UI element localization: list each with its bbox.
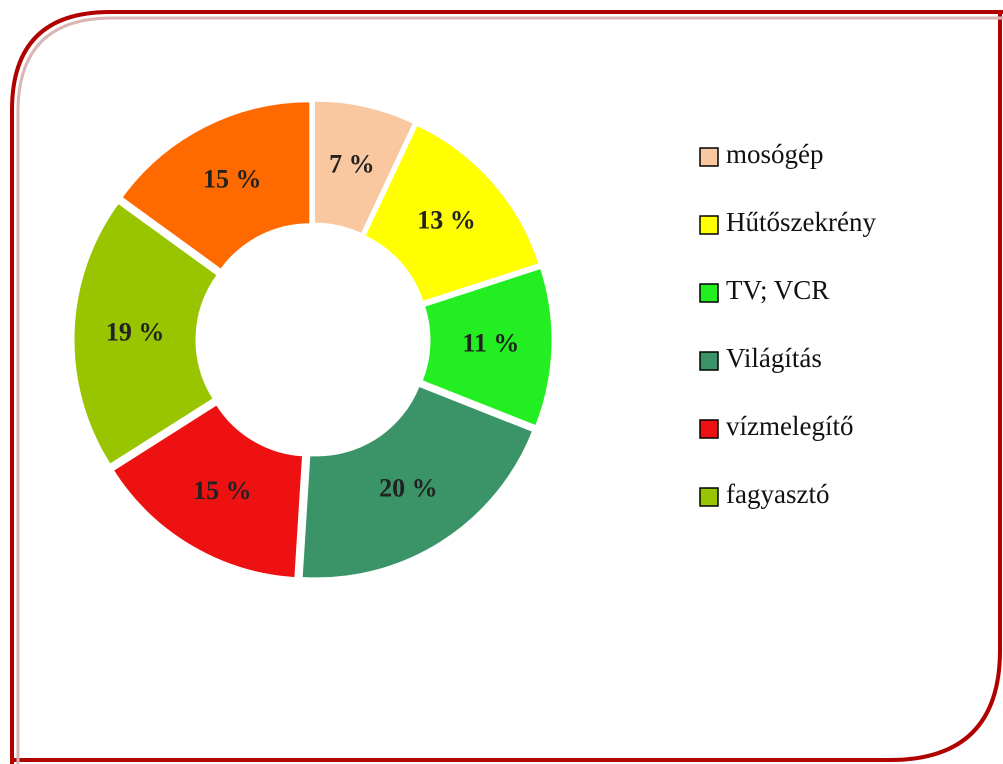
- slice: [121, 101, 311, 270]
- legend-label: Világítás: [726, 343, 822, 373]
- legend-label: vízmelegítő: [726, 411, 853, 441]
- legend-swatch: [699, 419, 719, 439]
- slice: [112, 404, 304, 579]
- slice: [314, 100, 414, 235]
- data-label: 15 %: [203, 164, 262, 193]
- data-label: 7 %: [329, 149, 375, 178]
- legend-label: mosógép: [726, 139, 824, 169]
- legend-swatch: [699, 215, 719, 235]
- legend-swatch: [699, 487, 719, 507]
- frame: [10, 10, 1003, 764]
- legend-swatch: [699, 283, 719, 303]
- frame-shadow: [16, 16, 1003, 764]
- data-label: 19 %: [106, 317, 165, 346]
- legend-label: TV; VCR: [726, 275, 829, 305]
- legend-swatch: [699, 351, 719, 371]
- legend-label: Hűtőszekrény: [726, 207, 876, 237]
- data-label: 20 %: [379, 473, 438, 502]
- slice: [301, 385, 534, 579]
- slice: [364, 124, 540, 303]
- legend-swatch: [699, 147, 719, 167]
- slice: [73, 202, 218, 465]
- legend-label: fagyasztó: [726, 479, 829, 509]
- data-label: 13 %: [417, 205, 476, 234]
- data-label: 11 %: [462, 329, 519, 358]
- data-label: 15 %: [193, 476, 252, 505]
- slice: [421, 267, 553, 427]
